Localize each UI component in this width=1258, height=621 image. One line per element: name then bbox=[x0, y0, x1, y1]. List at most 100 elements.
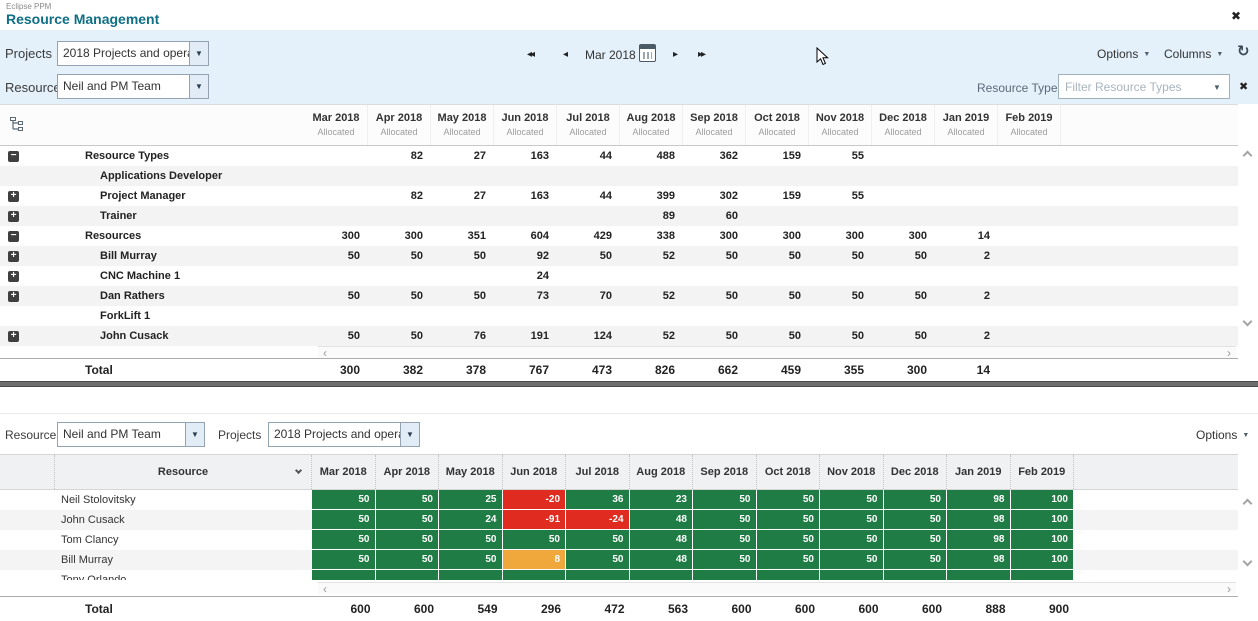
close-window-icon[interactable]: ✖ bbox=[1231, 9, 1242, 23]
allocation-cell: 604 bbox=[530, 230, 549, 242]
chevron-down-icon[interactable]: ▼ bbox=[1213, 83, 1221, 92]
columns-button-label: Columns bbox=[1164, 47, 1212, 61]
chevron-down-icon: ▼ bbox=[1216, 50, 1224, 58]
availability-cell: 50 bbox=[693, 490, 757, 510]
availability-cell: 8 bbox=[502, 550, 566, 570]
availability-cell: 25 bbox=[439, 490, 503, 510]
options-button[interactable]: Options ▼ bbox=[1196, 428, 1249, 442]
availability-cell bbox=[1010, 570, 1074, 580]
availability-horizontal-scrollbar[interactable]: ‹ › bbox=[318, 581, 1236, 596]
calendar-icon[interactable] bbox=[639, 44, 656, 62]
availability-cell: 98 bbox=[947, 550, 1011, 570]
availability-cell bbox=[566, 570, 630, 580]
month-label: May 2018 bbox=[437, 112, 487, 124]
resource-types-filter-input[interactable] bbox=[1058, 74, 1230, 99]
total-label: Total bbox=[85, 602, 113, 616]
availability-projects-select[interactable]: 2018 Projects and operatio ▼ bbox=[268, 422, 420, 447]
allocation-month-header: Jan 2019 Allocated bbox=[935, 105, 998, 145]
total-cell: 296 bbox=[540, 602, 561, 616]
columns-button[interactable]: Columns ▼ bbox=[1164, 47, 1223, 61]
availability-cell: 48 bbox=[629, 550, 693, 570]
scroll-left-icon[interactable]: ‹ bbox=[323, 581, 327, 596]
allocation-cell: 300 bbox=[845, 230, 864, 242]
column-menu-icon[interactable] bbox=[294, 466, 303, 475]
last-period-button[interactable]: ▸▸ bbox=[698, 49, 706, 60]
scroll-up-icon[interactable] bbox=[1242, 150, 1253, 161]
month-label: Apr 2018 bbox=[375, 112, 423, 124]
allocation-month-header: Jul 2018 Allocated bbox=[557, 105, 620, 145]
expand-toggle-icon[interactable]: + bbox=[8, 250, 19, 262]
availability-row: Bill Murray 50 50 50 8 50 48 50 50 50 50 98 100 bbox=[0, 550, 1238, 570]
row-selector-cell bbox=[0, 550, 55, 570]
refresh-icon[interactable]: ↻ bbox=[1237, 43, 1250, 60]
allocation-month-header: Aug 2018 Allocated bbox=[620, 105, 683, 145]
scroll-right-icon[interactable]: › bbox=[1227, 345, 1231, 360]
allocation-total-row: Total 300 382 378 767 473 826 662 459 355 300 14 bbox=[0, 358, 1238, 380]
availability-cell: 98 bbox=[947, 490, 1011, 510]
expand-toggle-icon[interactable]: + bbox=[8, 190, 19, 202]
availability-month-header: Jul 2018 bbox=[566, 455, 630, 489]
total-cell: 600 bbox=[858, 602, 879, 616]
allocation-cell: 55 bbox=[851, 190, 864, 202]
projects-select[interactable]: 2018 Projects and operatio ▼ bbox=[57, 41, 209, 66]
availability-resources-select[interactable]: Neil and PM Team ▼ bbox=[57, 422, 205, 447]
expand-toggle-icon[interactable]: + bbox=[8, 330, 19, 342]
allocated-sublabel: Allocated bbox=[317, 127, 355, 137]
total-cell: 600 bbox=[731, 602, 752, 616]
options-button-label: Options bbox=[1196, 428, 1238, 442]
availability-controls: Resources Neil and PM Team ▼ Projects 20… bbox=[0, 414, 1258, 454]
allocation-month-header: Feb 2019 Allocated bbox=[998, 105, 1061, 145]
next-period-button[interactable]: ▸ bbox=[673, 49, 679, 60]
allocation-cell: 73 bbox=[536, 290, 549, 302]
first-period-button[interactable]: ◂◂ bbox=[527, 49, 535, 60]
availability-cell: 50 bbox=[439, 530, 503, 550]
resource-name: Trainer bbox=[100, 210, 137, 222]
expand-toggle-icon[interactable]: + bbox=[8, 290, 19, 302]
allocation-cell: 50 bbox=[347, 290, 360, 302]
availability-cell: 50 bbox=[312, 530, 376, 550]
resource-column-header[interactable]: Resource bbox=[55, 455, 312, 489]
scroll-left-icon[interactable]: ‹ bbox=[323, 345, 327, 360]
total-cell: 300 bbox=[339, 362, 360, 377]
toolbar: Projects 2018 Projects and operatio ▼ ◂◂… bbox=[0, 30, 1258, 104]
availability-row: Neil Stolovitsky 50 50 25 -20 36 23 50 50 50 50 98 1… bbox=[0, 490, 1238, 510]
availability-cell: -91 bbox=[502, 510, 566, 530]
collapse-toggle-icon[interactable]: − bbox=[8, 150, 19, 162]
allocated-sublabel: Allocated bbox=[443, 127, 481, 137]
allocation-cell: 50 bbox=[725, 250, 738, 262]
allocation-cell: 300 bbox=[782, 230, 801, 242]
clear-filter-icon[interactable]: ✖ bbox=[1239, 81, 1249, 93]
mouse-cursor bbox=[816, 47, 829, 66]
scroll-down-icon[interactable] bbox=[1242, 316, 1253, 327]
scroll-down-icon[interactable] bbox=[1242, 556, 1253, 567]
allocation-row: + CNC Machine 1 24 bbox=[0, 266, 1238, 286]
allocated-sublabel: Allocated bbox=[506, 127, 544, 137]
availability-cell: 50 bbox=[693, 550, 757, 570]
total-cell: 382 bbox=[402, 362, 423, 377]
expand-toggle-icon[interactable]: + bbox=[8, 210, 19, 222]
allocation-cell: 163 bbox=[530, 150, 549, 162]
hierarchy-tree-icon[interactable] bbox=[9, 117, 25, 133]
tree-toggle-column bbox=[0, 105, 45, 145]
section-splitter[interactable] bbox=[0, 381, 1258, 387]
total-cell: 355 bbox=[843, 362, 864, 377]
options-button[interactable]: Options ▼ bbox=[1097, 47, 1150, 61]
month-label: Oct 2018 bbox=[754, 112, 800, 124]
resources-select[interactable]: Neil and PM Team ▼ bbox=[57, 74, 209, 99]
collapse-toggle-icon[interactable]: − bbox=[8, 230, 19, 242]
total-cell: 600 bbox=[794, 602, 815, 616]
scroll-right-icon[interactable]: › bbox=[1227, 581, 1231, 596]
toggle-cell: − bbox=[0, 230, 45, 242]
allocation-month-header: Oct 2018 Allocated bbox=[746, 105, 809, 145]
previous-period-button[interactable]: ◂ bbox=[563, 49, 569, 60]
resource-column-label: Resource bbox=[157, 466, 209, 478]
scroll-up-icon[interactable] bbox=[1242, 498, 1253, 509]
availability-cell: 98 bbox=[947, 530, 1011, 550]
availability-cell: 36 bbox=[566, 490, 630, 510]
resource-name: CNC Machine 1 bbox=[100, 270, 181, 282]
expand-toggle-icon[interactable]: + bbox=[8, 270, 19, 282]
availability-cell: 50 bbox=[375, 530, 439, 550]
allocation-cell: 50 bbox=[725, 330, 738, 342]
allocation-horizontal-scrollbar[interactable]: ‹ › bbox=[318, 345, 1236, 360]
allocation-cell: 76 bbox=[473, 330, 486, 342]
